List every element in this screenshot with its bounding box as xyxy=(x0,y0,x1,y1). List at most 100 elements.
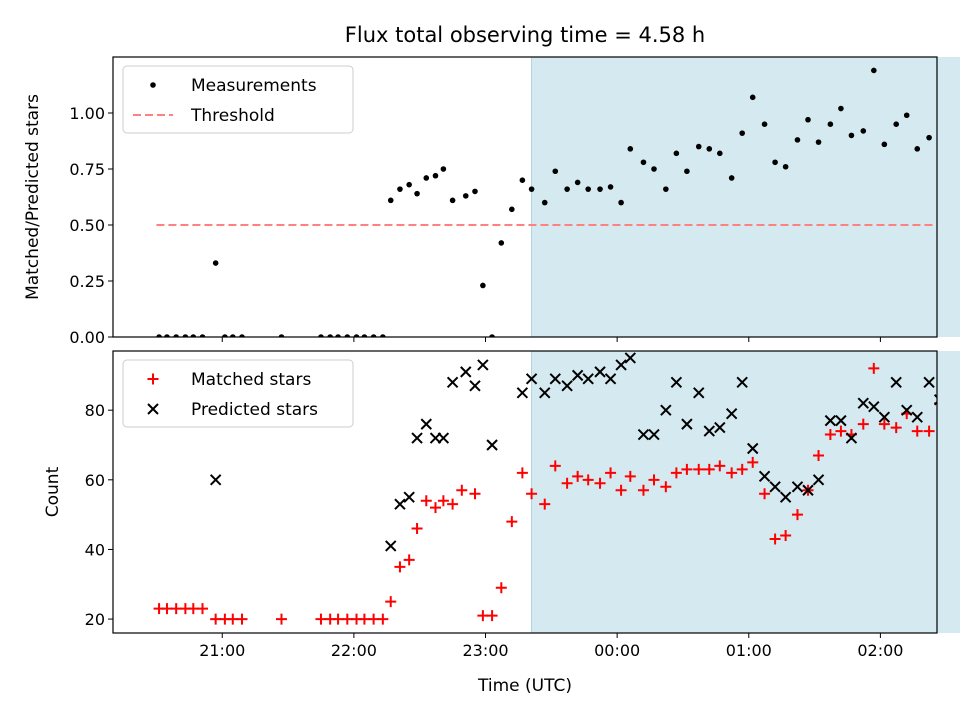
matched-star-point xyxy=(197,603,209,615)
matched-star-point xyxy=(714,460,726,472)
predicted-star-point xyxy=(878,411,891,423)
matched-star-point xyxy=(506,516,518,528)
measurement-point xyxy=(794,137,801,143)
predicted-star-point xyxy=(420,418,432,430)
panel-1: 0.00 0.25 0.50 0.75 1.00 Matched/Predicted st… xyxy=(23,56,960,347)
panel-2: 2040608021:0022:0023:0000:0001:0002:0003… xyxy=(43,350,960,660)
predicted-star-point xyxy=(209,474,222,486)
measurement-point xyxy=(772,159,778,166)
chart-title: Flux total observing time = 4.58 h xyxy=(345,23,705,47)
matched-star-point xyxy=(605,467,617,479)
y-tick-label: 60 xyxy=(85,471,105,490)
legend-matched-swatch xyxy=(147,373,159,385)
y-tick-label: 0.25 xyxy=(69,272,105,291)
matched-star-point xyxy=(813,449,825,461)
predicted-star-point xyxy=(725,407,738,420)
matched-star-point xyxy=(878,418,890,430)
series-matched-stars xyxy=(153,362,937,625)
matched-star-point xyxy=(582,474,594,486)
matched-star-point xyxy=(561,477,573,489)
matched-star-point xyxy=(161,603,173,615)
measurement-point xyxy=(684,168,690,175)
matched-star-point xyxy=(227,613,239,625)
measurement-point xyxy=(519,177,526,183)
y-axis-label: Count xyxy=(43,466,63,517)
matched-star-point xyxy=(429,502,441,514)
predicted-star-point xyxy=(868,400,880,413)
x-axis-label: Time (UTC) xyxy=(477,676,572,696)
y-tick-label: 80 xyxy=(85,401,105,420)
measurement-point xyxy=(449,197,456,204)
matched-star-point xyxy=(187,603,199,615)
matched-star-point xyxy=(341,613,353,625)
matched-star-point xyxy=(368,613,380,625)
predicted-star-point xyxy=(769,481,781,493)
legend-label: Predicted stars xyxy=(191,400,318,420)
measurement-point xyxy=(472,188,478,195)
measurement-point xyxy=(706,146,713,152)
matched-star-point xyxy=(236,613,248,625)
predicted-star-point xyxy=(714,421,726,434)
measurement-point xyxy=(749,94,756,101)
measurement-point xyxy=(190,334,197,337)
predicted-star-point xyxy=(539,387,551,399)
predicted-star-point xyxy=(901,404,913,416)
legend-predicted-swatch xyxy=(147,403,159,415)
matched-star-point xyxy=(456,484,468,496)
measurement-point xyxy=(397,186,403,192)
predicted-star-point xyxy=(660,404,672,416)
y-tick-label: 0.00 xyxy=(69,328,105,347)
measurement-point xyxy=(782,163,789,170)
predicted-star-point xyxy=(648,428,660,441)
panel-plot-area xyxy=(153,352,937,625)
measurement-point xyxy=(239,334,245,337)
measurement-point xyxy=(827,121,834,127)
predicted-star-point xyxy=(582,373,594,385)
predicted-star-point xyxy=(670,376,683,389)
x-tick-label: 02:00 xyxy=(857,641,903,660)
measurement-point xyxy=(627,146,634,152)
legend: Measurements Threshold xyxy=(122,65,354,134)
legend-label: Measurements xyxy=(191,76,317,96)
matched-star-point xyxy=(660,481,672,493)
predicted-star-point xyxy=(446,376,459,389)
measurement-point xyxy=(728,175,735,181)
matched-star-point xyxy=(477,610,489,622)
matched-star-point xyxy=(835,425,847,437)
predicted-star-point xyxy=(758,470,771,483)
predicted-star-point xyxy=(637,428,650,441)
predicted-star-point xyxy=(703,425,715,437)
measurement-point xyxy=(815,139,822,145)
matched-star-point xyxy=(594,477,606,489)
matched-star-point xyxy=(648,474,660,486)
matched-star-point xyxy=(726,467,738,479)
measurement-point xyxy=(423,175,430,181)
measurement-point xyxy=(607,184,614,190)
matched-star-point xyxy=(539,498,551,510)
measurement-point xyxy=(229,334,236,337)
series-measurements xyxy=(156,67,937,337)
matched-star-point xyxy=(377,613,389,625)
measurement-point xyxy=(673,150,680,157)
y-tick-label: 1.00 xyxy=(69,104,105,123)
predicted-star-point xyxy=(845,432,858,444)
measurement-point xyxy=(498,240,505,246)
measurement-point xyxy=(552,168,559,175)
predicted-star-point xyxy=(911,411,923,423)
matched-star-point xyxy=(315,613,327,625)
matched-star-point xyxy=(170,603,182,615)
matched-star-point xyxy=(437,495,449,507)
predicted-star-point xyxy=(779,491,792,503)
legend-box xyxy=(122,359,354,428)
measurement-point xyxy=(893,121,899,127)
predicted-star-point xyxy=(624,352,637,364)
measurement-point xyxy=(414,190,420,197)
y-tick-label: 0.50 xyxy=(69,216,105,235)
matched-star-point xyxy=(923,425,935,437)
predicted-star-point xyxy=(477,359,489,371)
measurement-point xyxy=(361,334,368,337)
measurement-point xyxy=(387,197,394,204)
predicted-star-point xyxy=(736,376,748,389)
matched-star-point xyxy=(890,422,902,434)
measurement-point xyxy=(838,105,844,112)
